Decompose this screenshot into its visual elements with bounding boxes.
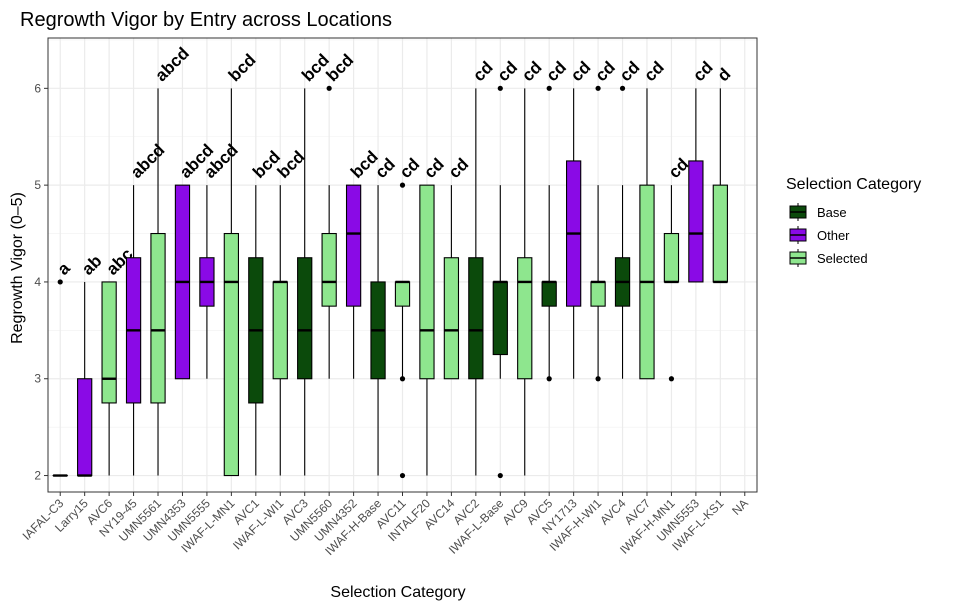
- box-iqr: [663, 232, 680, 283]
- box-iqr: [688, 160, 704, 283]
- outlier-point: [546, 85, 552, 91]
- box-iqr: [150, 232, 166, 404]
- box-iqr: [712, 184, 728, 283]
- box-iqr: [468, 257, 484, 380]
- legend-key-base: Base: [789, 203, 847, 221]
- outlier-point: [399, 182, 406, 188]
- y-tick-label: 4: [34, 275, 41, 289]
- box-iqr: [419, 184, 435, 380]
- box-iqr: [590, 281, 606, 307]
- x-tick-label: NA: [729, 496, 751, 518]
- y-tick-label: 3: [34, 372, 41, 386]
- box-iqr: [517, 257, 533, 380]
- legend-label: Other: [817, 228, 850, 243]
- legend-title: Selection Category: [786, 176, 921, 193]
- plot-area: 23456IAFAL-C3Larry15AVC6NY19-45UMN5561UM…: [20, 37, 758, 558]
- box-iqr: [223, 232, 240, 477]
- outlier-point: [619, 85, 626, 91]
- outlier-point: [497, 85, 503, 91]
- box-iqr: [77, 378, 93, 477]
- outlier-point: [546, 376, 552, 382]
- box-iqr: [101, 281, 117, 404]
- outlier-point: [57, 279, 63, 285]
- box-iqr: [492, 281, 508, 356]
- box-iqr: [394, 281, 411, 307]
- legend-label: Selected: [817, 251, 868, 266]
- plot-border: [47, 37, 758, 493]
- legend: Selection Category Base Other Selected: [786, 176, 921, 267]
- box-iqr: [321, 232, 337, 307]
- outlier-point: [595, 85, 601, 91]
- legend-label: Base: [817, 205, 847, 220]
- outlier-point: [399, 376, 406, 382]
- box-iqr: [345, 184, 362, 307]
- box-umn5561: abcd: [150, 44, 193, 476]
- chart-title: Regrowth Vigor by Entry across Locations: [20, 9, 392, 31]
- y-tick-label: 2: [34, 469, 41, 483]
- box-iqr: [541, 281, 557, 307]
- outlier-point: [595, 376, 601, 382]
- y-tick-label: 6: [34, 81, 41, 95]
- legend-key-selected: Selected: [789, 249, 868, 267]
- outlier-point: [399, 472, 406, 479]
- legend-key-other: Other: [789, 226, 850, 244]
- box-iqr: [297, 257, 313, 380]
- box-iqr: [443, 257, 460, 380]
- outlier-point: [326, 85, 332, 91]
- outlier-point: [497, 472, 503, 479]
- outlier-point: [668, 376, 675, 382]
- box-iqr: [272, 281, 288, 380]
- x-axis-title: Selection Category: [330, 584, 465, 601]
- y-axis-title: Regrowth Vigor (0–5): [9, 192, 26, 344]
- x-tick-label: AVC4: [597, 496, 629, 528]
- box-intalf20: cd: [419, 155, 448, 476]
- y-tick-label: 5: [34, 178, 41, 192]
- x-tick-label: AVC9: [499, 496, 531, 528]
